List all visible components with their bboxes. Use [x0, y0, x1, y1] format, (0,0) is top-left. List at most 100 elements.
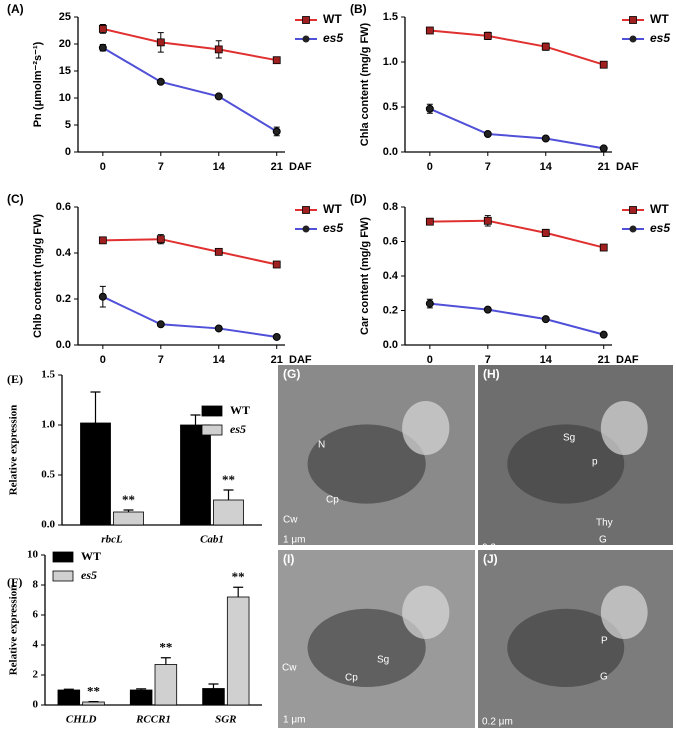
- panel-label: (J): [483, 552, 498, 566]
- legend-swatch: [52, 570, 74, 582]
- y-tick-label: 0.0: [56, 339, 71, 351]
- bar: [154, 664, 178, 706]
- error-bar: [90, 391, 101, 423]
- line: [102, 27, 277, 62]
- image-label: 0.2 μm: [482, 543, 513, 554]
- x-tick-label: SGR: [215, 714, 236, 726]
- panel-label: (B): [350, 2, 367, 16]
- marker: [541, 315, 550, 324]
- line: [429, 107, 604, 150]
- error-bar: [190, 414, 201, 425]
- legend-swatch: [201, 405, 223, 417]
- bar: [80, 422, 111, 526]
- marker: [98, 292, 107, 301]
- marker: [541, 42, 550, 51]
- image-label: Cw: [282, 663, 297, 674]
- panel-label: (E): [7, 372, 23, 386]
- organelle: [507, 608, 625, 688]
- error-bar: [63, 688, 74, 690]
- y-axis-label: Chla content (mg/g FW): [359, 22, 371, 146]
- x-tick-label: 0: [100, 354, 106, 366]
- marker: [272, 260, 281, 269]
- y-tick-label: 0.2: [383, 304, 398, 316]
- marker: [272, 56, 281, 65]
- marker: [483, 32, 492, 40]
- y-tick-label: 1.0: [383, 56, 398, 68]
- bar: [129, 689, 153, 706]
- x-tick-label: 21: [598, 161, 610, 173]
- significance: **: [122, 492, 135, 507]
- x-tick-label: RCCR1: [135, 714, 171, 726]
- legend-label: WT: [230, 403, 250, 417]
- organelle: [402, 585, 450, 639]
- marker: [214, 247, 223, 256]
- error-bar: [233, 586, 244, 597]
- y-tick-label: 10: [27, 549, 39, 561]
- organelle: [402, 401, 450, 455]
- y-tick-label: 0.0: [383, 339, 398, 351]
- error-bar: [208, 683, 219, 689]
- marker: [599, 243, 608, 252]
- panel-label: (H): [483, 367, 500, 381]
- image-label: Thy: [596, 518, 613, 529]
- y-axis-label: Car content (mg/g FW): [359, 217, 371, 335]
- y-tick-label: 0.4: [56, 247, 72, 259]
- image-label: Cp: [345, 673, 358, 684]
- y-tick-label: 1.5: [383, 11, 398, 23]
- panel-label: (F): [7, 575, 22, 589]
- image-label: N: [318, 440, 325, 451]
- marker: [599, 60, 608, 69]
- legend-label: WT: [323, 12, 342, 26]
- legend-label: es5: [650, 221, 670, 235]
- x-tick-label: 7: [485, 161, 491, 173]
- x-tick-label: 14: [213, 161, 226, 173]
- marker: [541, 228, 550, 237]
- y-tick-label: 0.4: [383, 270, 399, 282]
- x-tick-label: 21: [271, 354, 283, 366]
- x-tick-label: 14: [213, 354, 226, 366]
- x-axis-label: DAF: [616, 354, 639, 366]
- x-tick-label: CHLD: [66, 714, 97, 726]
- panel-label: (G): [283, 367, 300, 381]
- y-tick-label: 25: [59, 11, 71, 23]
- legend-label: es5: [81, 568, 97, 582]
- legend-label: WT: [323, 202, 342, 216]
- bar: [202, 688, 225, 706]
- x-tick-label: rbcL: [101, 534, 123, 546]
- error-bar: [136, 688, 147, 690]
- micrograph: (I) Sg Cw Cp 1 μm: [278, 550, 475, 728]
- panel: (B) Chla content (mg/g FW) 0.0 0.5 1.0 1.5 0 7 1…: [350, 2, 670, 173]
- x-tick-label: 21: [598, 354, 610, 366]
- y-tick-label: 5: [65, 119, 71, 131]
- x-tick-label: 7: [485, 354, 491, 366]
- y-tick-label: 0.2: [56, 293, 71, 305]
- legend-marker: [629, 35, 637, 43]
- line: [102, 46, 278, 133]
- y-tick-label: 0.6: [56, 201, 71, 213]
- panel-label: (A): [7, 2, 24, 16]
- legend-marker: [302, 16, 310, 24]
- panel: (C) Chlb content (mg/g FW) 0.0 0.2 0.4 0.6 0 7 1…: [7, 192, 343, 366]
- marker: [214, 92, 223, 101]
- line: [429, 302, 604, 336]
- marker: [156, 77, 165, 86]
- image-label: G: [599, 535, 607, 546]
- image-label: Cw: [283, 515, 298, 526]
- marker: [425, 26, 434, 35]
- y-tick-label: 6: [33, 609, 39, 621]
- significance: **: [87, 684, 100, 699]
- legend-label: es5: [650, 31, 670, 45]
- y-tick-label: 0: [65, 146, 71, 158]
- bar: [82, 701, 105, 706]
- marker: [214, 45, 223, 54]
- marker: [425, 104, 434, 113]
- marker: [98, 43, 107, 52]
- y-tick-label: 0.5: [41, 469, 55, 481]
- line: [429, 29, 605, 66]
- x-axis-label: DAF: [289, 354, 312, 366]
- line: [102, 295, 277, 338]
- bar: [113, 511, 144, 526]
- legend-label: WT: [650, 202, 669, 216]
- legend-marker: [302, 206, 310, 214]
- y-tick-label: 0.8: [383, 201, 398, 213]
